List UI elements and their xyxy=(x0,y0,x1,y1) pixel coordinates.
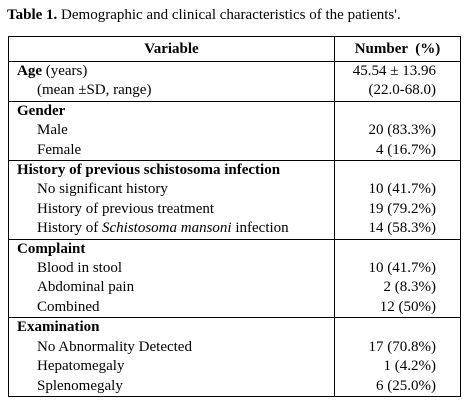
table-row: Splenomegaly 6 (25.0%) xyxy=(8,376,461,397)
header-row: Variable Number (%) xyxy=(8,36,461,62)
history-heading-value xyxy=(335,161,461,181)
group-gender: Gender Male 20 (83.3%) Female 4 (16.7%) xyxy=(8,101,461,161)
table-caption-label: Table 1. xyxy=(7,7,58,23)
table-row: Hepatomegaly 1 (4.2%) xyxy=(8,357,461,377)
group-history: History of previous schistosoma infectio… xyxy=(8,160,461,240)
group-age: Age (years) 45.54 ± 13.96 (mean ±SD, ran… xyxy=(8,61,461,102)
row-value: 1 (4.2%) xyxy=(383,358,437,375)
gender-heading: Gender xyxy=(8,101,335,122)
row-label: Combined xyxy=(8,297,335,318)
header-variable: Variable xyxy=(8,36,335,62)
age-unit: (years) xyxy=(42,63,88,79)
row-value: 12 (50%) xyxy=(379,298,436,315)
table-row: Gender xyxy=(8,101,461,122)
row-label: Splenomegaly xyxy=(8,376,335,397)
mansoni-value: 14 (58.3%) xyxy=(368,220,437,237)
table-caption: Table 1. Demographic and clinical charac… xyxy=(7,6,401,24)
row-label: Abdominal pain xyxy=(8,278,335,298)
row-label: Female xyxy=(8,140,335,161)
mansoni-prefix: History of xyxy=(37,220,102,237)
row-value: 10 (41.7%) xyxy=(368,260,437,277)
characteristics-table: Variable Number (%) Age (years) 45.54 ± … xyxy=(8,36,461,397)
table-row: Complaint xyxy=(8,239,461,260)
table-row: (mean ±SD, range) (22.0-68.0) xyxy=(8,81,461,102)
row-value: 17 (70.8%) xyxy=(368,338,437,355)
age-value: 45.54 ± 13.96 xyxy=(352,63,436,79)
table-row: No Abnormality Detected 17 (70.8%) xyxy=(8,337,461,358)
row-value: 6 (25.0%) xyxy=(376,377,436,394)
table-row: Examination xyxy=(8,317,461,338)
header-number: Number (%) xyxy=(354,41,441,57)
mansoni-label-cell: History of Schistosoma mansoni infection xyxy=(8,219,335,240)
row-label: No Abnormality Detected xyxy=(8,337,335,358)
mansoni-species: Schistosoma mansoni xyxy=(102,220,232,237)
row-value: 4 (16.7%) xyxy=(376,141,436,158)
examination-heading-value xyxy=(335,318,461,338)
group-examination: Examination No Abnormality Detected 17 (… xyxy=(8,317,461,397)
age-label: Age xyxy=(17,63,42,79)
table-row: History of previous schistosoma infectio… xyxy=(8,160,461,181)
gender-heading-value xyxy=(335,101,461,121)
table-row: Male 20 (83.3%) xyxy=(8,121,461,141)
table-row: History of Schistosoma mansoni infection… xyxy=(8,219,461,240)
row-value: 19 (79.2%) xyxy=(368,200,437,217)
row-label: Blood in stool xyxy=(8,259,335,279)
table-row: Blood in stool 10 (41.7%) xyxy=(8,259,461,279)
complaint-heading-value xyxy=(335,239,461,259)
table-row: Abdominal pain 2 (8.3%) xyxy=(8,278,461,298)
table-caption-text: Demographic and clinical characteristics… xyxy=(57,7,401,23)
age-sub-label: (mean ±SD, range) xyxy=(8,81,335,102)
row-label: Male xyxy=(8,121,335,141)
examination-heading: Examination xyxy=(8,317,335,338)
row-label: History of previous treatment xyxy=(8,199,335,220)
age-label-cell: Age (years) xyxy=(8,61,335,82)
row-label: Hepatomegaly xyxy=(8,357,335,377)
history-heading: History of previous schistosoma infectio… xyxy=(8,160,335,181)
mansoni-suffix: infection xyxy=(231,220,289,237)
row-value: 2 (8.3%) xyxy=(383,279,437,296)
table-row: Female 4 (16.7%) xyxy=(8,140,461,161)
table-row: Combined 12 (50%) xyxy=(8,297,461,318)
row-label: No significant history xyxy=(8,180,335,200)
age-sub-value: (22.0-68.0) xyxy=(368,82,437,99)
table-row: History of previous treatment 19 (79.2%) xyxy=(8,199,461,220)
row-value: 20 (83.3%) xyxy=(368,122,437,139)
group-complaint: Complaint Blood in stool 10 (41.7%) Abdo… xyxy=(8,239,461,318)
table-row: Age (years) 45.54 ± 13.96 xyxy=(8,61,461,82)
table-row: No significant history 10 (41.7%) xyxy=(8,180,461,200)
row-value: 10 (41.7%) xyxy=(368,181,437,198)
complaint-heading: Complaint xyxy=(8,239,335,260)
